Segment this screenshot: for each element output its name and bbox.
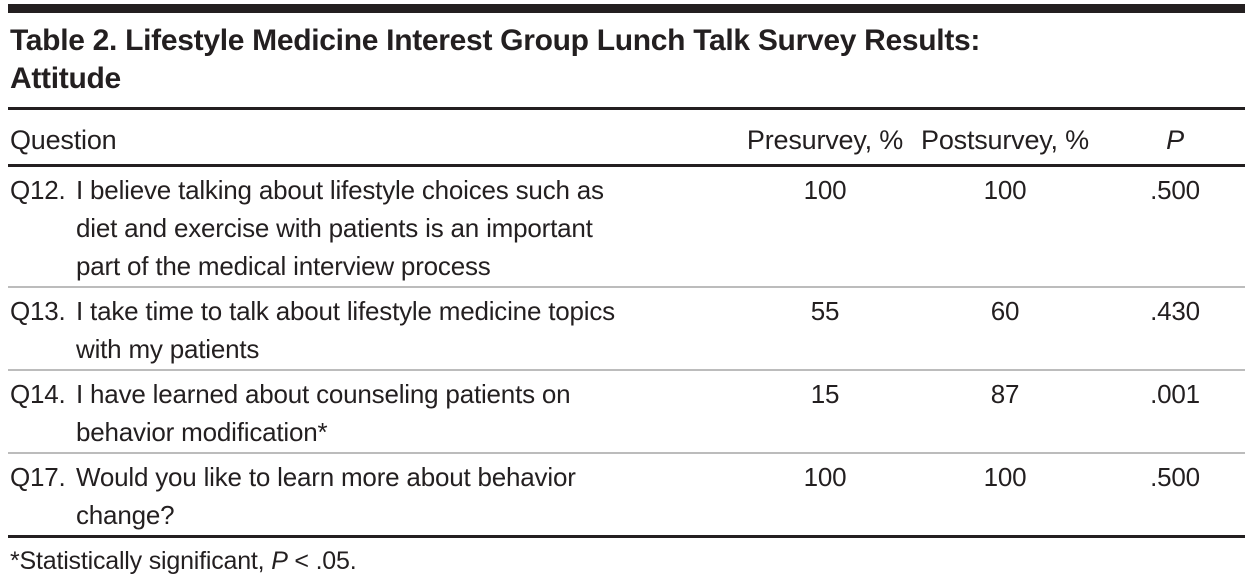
question-number: Q13. <box>10 296 66 326</box>
presurvey-value: 55 <box>810 296 840 326</box>
question-number: Q14. <box>10 379 66 409</box>
table-header-row: Question Presurvey, % Postsurvey, % P <box>8 110 1245 167</box>
footnote-p-symbol: P <box>271 547 288 575</box>
column-header-presurvey: Presurvey, % <box>746 125 904 155</box>
table-row-q14: Q14. I have learned about counseling pat… <box>8 371 1245 454</box>
p-value: .001 <box>1150 379 1200 409</box>
postsurvey-value: 87 <box>990 379 1020 409</box>
question-text: Would you like to learn more about behav… <box>76 462 576 530</box>
table-2-attitude: Table 2. Lifestyle Medicine Interest Gro… <box>8 4 1245 586</box>
table-row-q17: Q17. Would you like to learn more about … <box>8 454 1245 538</box>
p-value: .500 <box>1150 462 1200 492</box>
presurvey-value: 15 <box>810 379 840 409</box>
p-value: .500 <box>1150 175 1200 205</box>
question-text: I believe talking about lifestyle choice… <box>76 175 604 281</box>
question-text: I have learned about counseling patients… <box>76 379 571 447</box>
question-number: Q12. <box>10 175 66 205</box>
question-cell: Q13. I take time to talk about lifestyle… <box>8 292 745 368</box>
table-row-q13: Q13. I take time to talk about lifestyle… <box>8 288 1245 371</box>
question-number: Q17. <box>10 462 66 492</box>
column-header-question: Question <box>10 125 117 155</box>
presurvey-value: 100 <box>803 175 847 205</box>
question-cell: Q17. Would you like to learn more about … <box>8 458 745 534</box>
table-row-q12: Q12. I believe talking about lifestyle c… <box>8 167 1245 288</box>
table-top-rule <box>8 4 1245 13</box>
table-title: Table 2. Lifestyle Medicine Interest Gro… <box>8 13 1245 110</box>
column-header-p: P <box>1166 125 1184 155</box>
postsurvey-value: 60 <box>990 296 1020 326</box>
question-text: I take time to talk about lifestyle medi… <box>76 296 615 364</box>
presurvey-value: 100 <box>803 462 847 492</box>
question-cell: Q14. I have learned about counseling pat… <box>8 375 745 451</box>
footnote-threshold: < .05. <box>287 547 357 575</box>
table-footnote: *Statistically significant, P < .05. <box>8 538 1245 586</box>
postsurvey-value: 100 <box>983 175 1027 205</box>
footnote-text: *Statistically significant, <box>10 547 272 575</box>
postsurvey-value: 100 <box>983 462 1027 492</box>
column-header-postsurvey: Postsurvey, % <box>921 125 1089 155</box>
question-cell: Q12. I believe talking about lifestyle c… <box>8 171 745 285</box>
p-value: .430 <box>1150 296 1200 326</box>
